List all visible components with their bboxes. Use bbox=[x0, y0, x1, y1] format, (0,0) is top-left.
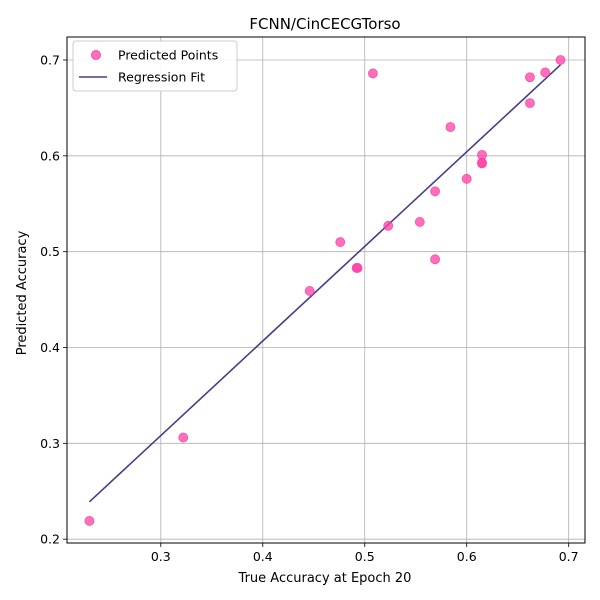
regression-line bbox=[88, 64, 562, 503]
y-axis-ticks: 0.2 0.3 0.4 0.5 0.6 0.7 bbox=[40, 53, 67, 547]
scatter-point bbox=[445, 122, 456, 132]
scatter-point bbox=[335, 237, 346, 247]
y-tick-label: 0.3 bbox=[40, 436, 60, 451]
y-tick-label: 0.4 bbox=[40, 340, 60, 355]
y-tick-label: 0.7 bbox=[40, 53, 60, 68]
scatter-point bbox=[383, 220, 394, 231]
legend-marker-predicted-points bbox=[91, 50, 101, 60]
legend-label-regression-fit: Regression Fit bbox=[118, 70, 205, 85]
y-axis-label: Predicted Accuracy bbox=[15, 230, 30, 355]
x-tick-label: 0.7 bbox=[559, 549, 579, 564]
x-axis-ticks: 0.3 0.4 0.5 0.6 0.7 bbox=[151, 543, 579, 564]
plot-frame bbox=[66, 36, 586, 544]
x-tick-label: 0.4 bbox=[253, 549, 273, 564]
legend-label-predicted-points: Predicted Points bbox=[118, 48, 218, 63]
scatter-point bbox=[352, 263, 363, 273]
y-tick-label: 0.6 bbox=[40, 148, 60, 163]
x-tick-label: 0.3 bbox=[151, 549, 171, 564]
x-tick-label: 0.5 bbox=[355, 549, 375, 564]
legend: Predicted Points Regression Fit bbox=[72, 40, 238, 92]
x-axis-label: True Accuracy at Epoch 20 bbox=[238, 571, 412, 586]
chart-title: FCNN/CinCECGTorso bbox=[249, 15, 400, 33]
scatter-point bbox=[430, 254, 441, 265]
scatter-point bbox=[525, 98, 535, 109]
scatter-point bbox=[414, 217, 425, 227]
scatter-point bbox=[477, 158, 487, 169]
legend-box bbox=[72, 40, 238, 92]
scatter-point bbox=[540, 67, 551, 78]
scatter-point bbox=[555, 55, 566, 65]
scatter-point bbox=[84, 516, 95, 526]
y-tick-label: 0.2 bbox=[40, 532, 60, 547]
scatter-point bbox=[304, 286, 315, 296]
points-layer bbox=[84, 55, 566, 526]
scatter-point bbox=[368, 68, 378, 79]
scatter-point bbox=[430, 186, 441, 197]
grid bbox=[67, 37, 585, 543]
scatter-point bbox=[461, 173, 472, 184]
regression-layer bbox=[88, 64, 562, 503]
scatter-point bbox=[525, 72, 535, 83]
y-tick-label: 0.5 bbox=[40, 244, 60, 259]
x-tick-label: 0.6 bbox=[457, 549, 477, 564]
scatter-point bbox=[178, 432, 189, 443]
